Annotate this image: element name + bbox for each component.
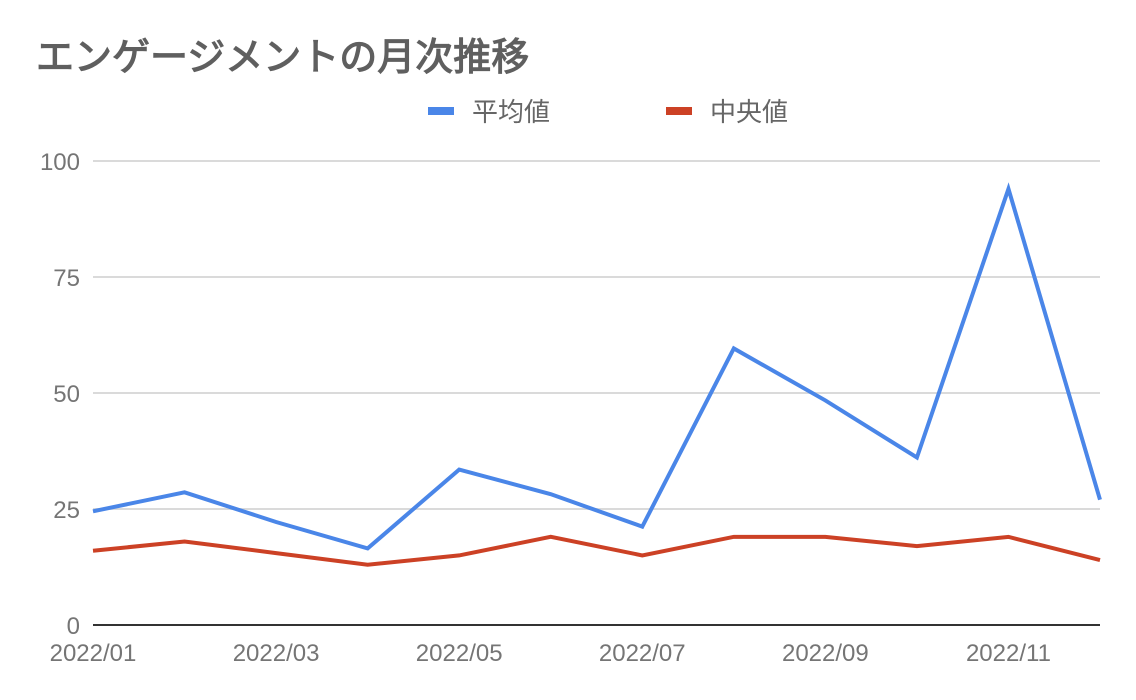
x-tick-label: 2022/05 [416, 640, 503, 667]
x-tick-label: 2022/11 [966, 640, 1051, 667]
legend-label-median: 中央値 [710, 98, 789, 128]
x-tick-label: 2022/07 [599, 640, 686, 667]
chart-legend: 平均値 中央値 [0, 92, 1136, 129]
gridlines [93, 160, 1100, 626]
series-line-mean[interactable] [92, 182, 1102, 551]
legend-label-mean: 平均値 [471, 98, 550, 128]
series-line-median[interactable] [92, 534, 1101, 567]
y-tick-label: 100 [40, 149, 80, 176]
x-tick-label: 2022/01 [50, 640, 137, 667]
legend-swatch-median [666, 106, 692, 115]
x-tick-label: 2022/09 [782, 640, 869, 667]
x-tick-label: 2022/03 [233, 640, 320, 667]
y-axis-ticks: 0 25 50 75 100 [40, 149, 80, 640]
y-tick-label: 25 [53, 497, 80, 524]
y-tick-label: 50 [53, 381, 80, 408]
x-axis-ticks: 2022/01 2022/03 2022/05 2022/07 2022/09 2022/… [50, 640, 1051, 667]
legend-item-median[interactable]: 中央値 [586, 92, 788, 129]
legend-swatch-mean [427, 106, 454, 115]
y-tick-label: 0 [67, 613, 80, 640]
chart-title: エンゲージメントの月次推移 [36, 35, 530, 79]
legend-item-mean[interactable]: 平均値 [427, 92, 550, 129]
data-series [92, 182, 1102, 567]
y-tick-label: 75 [53, 265, 80, 292]
